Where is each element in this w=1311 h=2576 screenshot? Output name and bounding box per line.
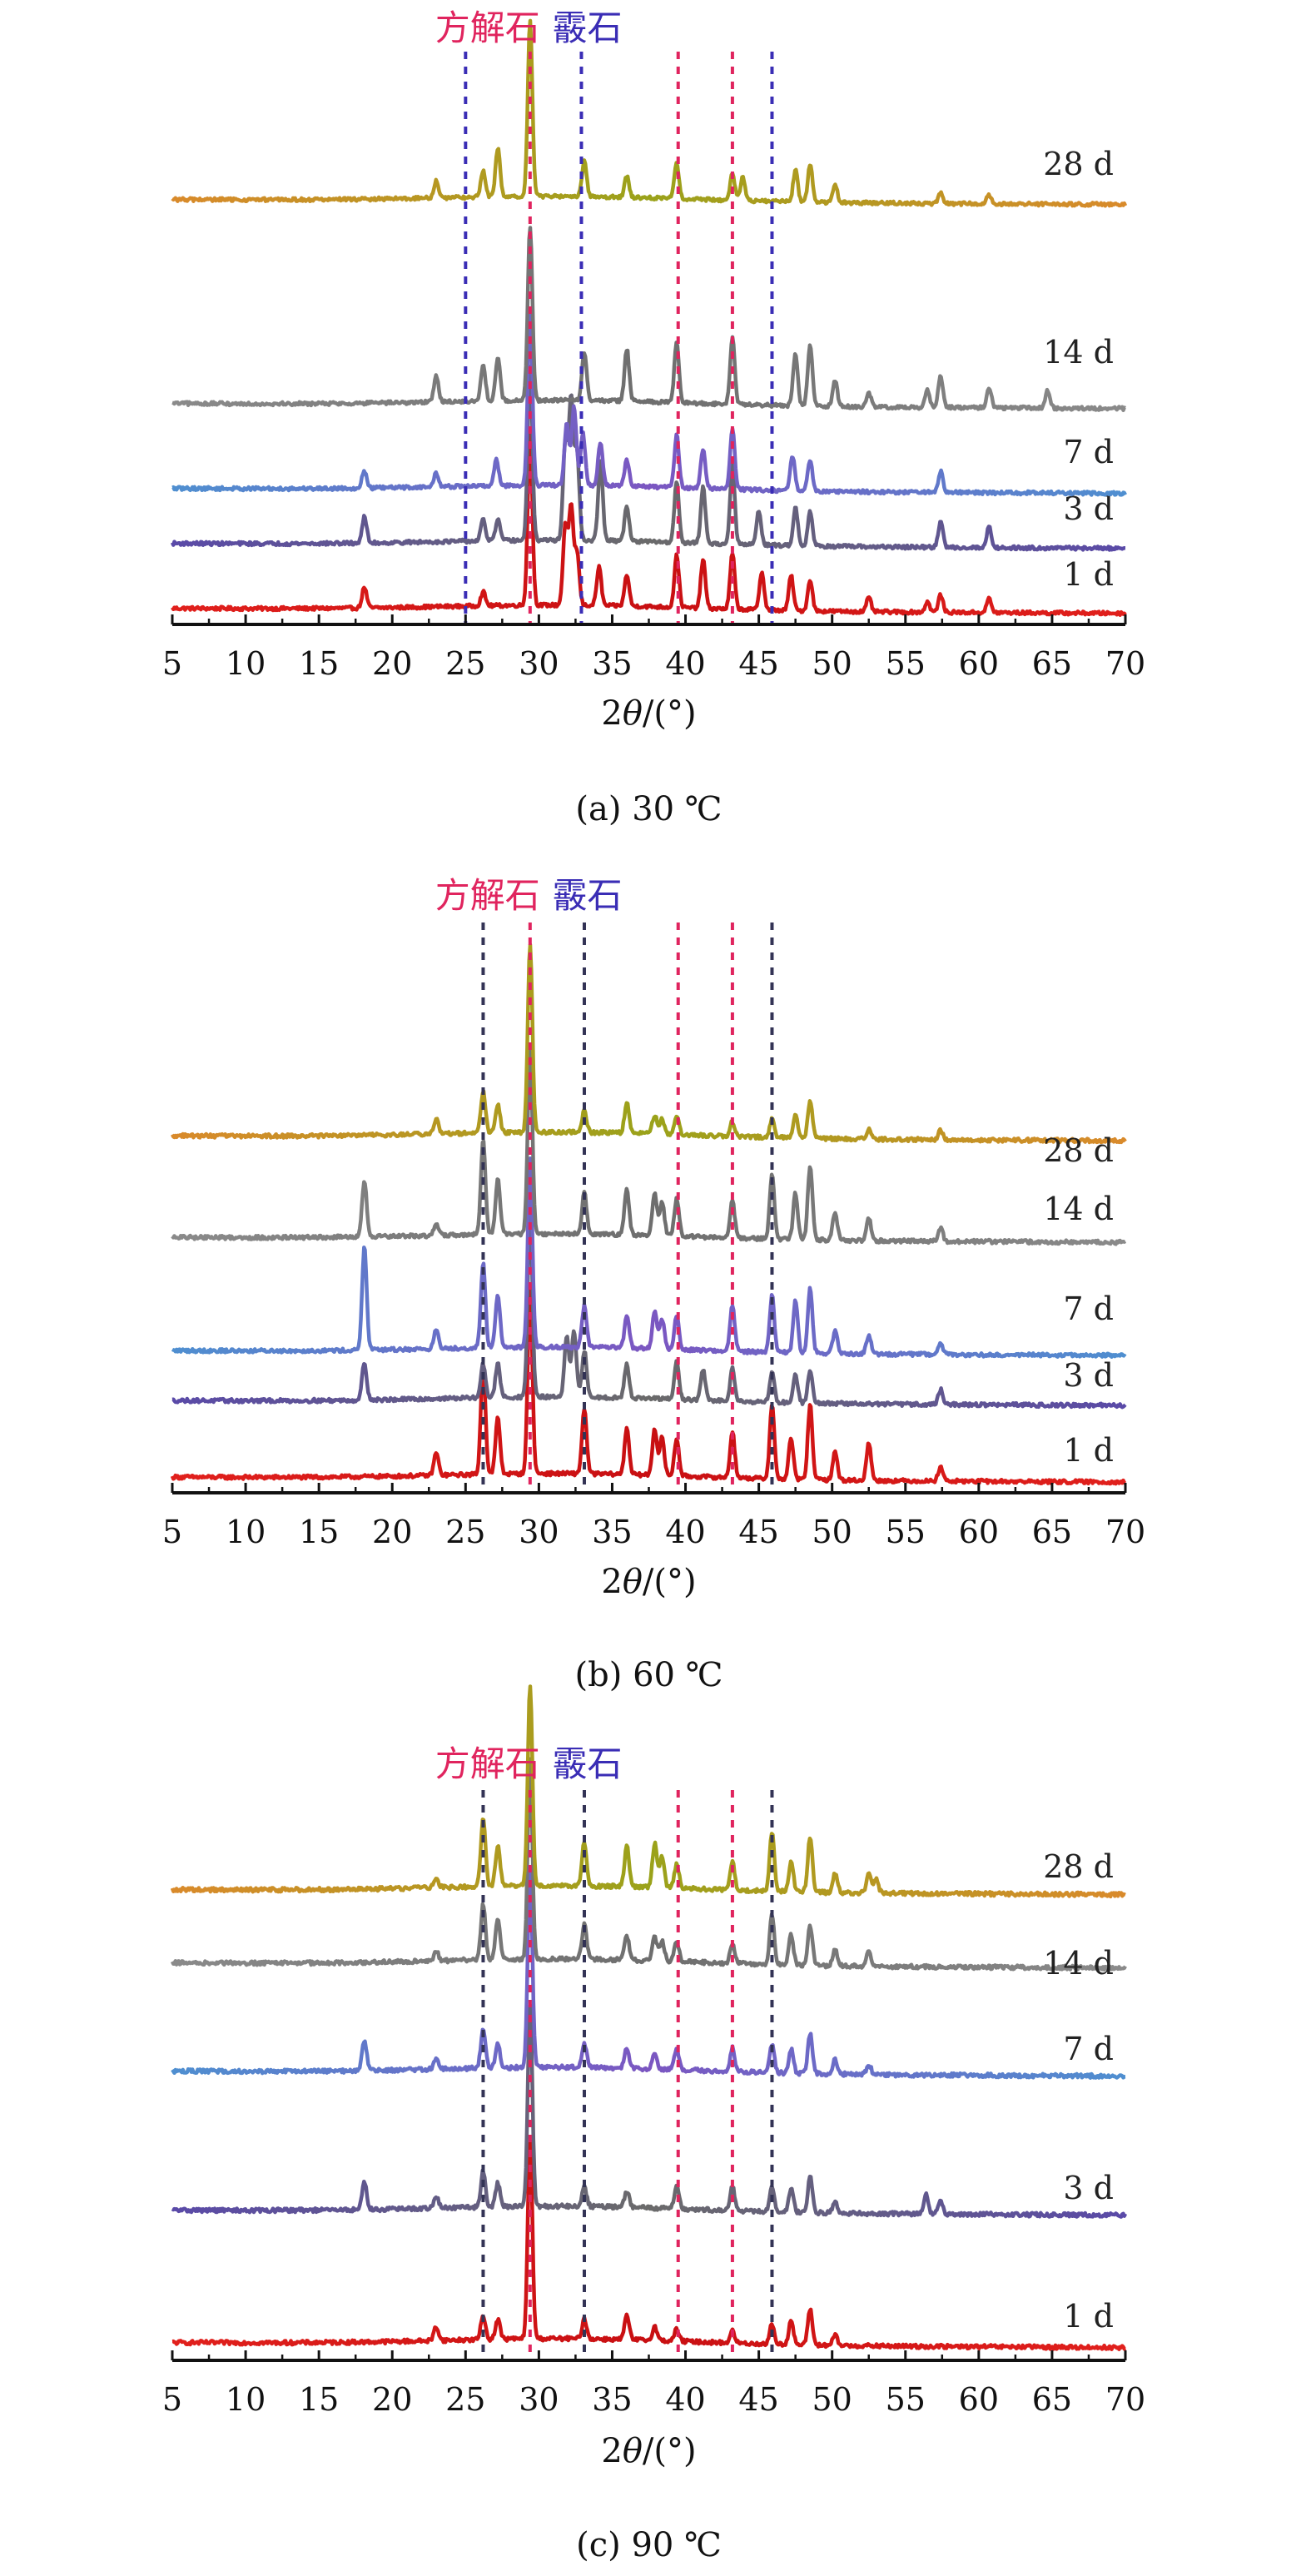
panel-2: 1 d 3 d 7 d 14 d 28 d 方解石 霰石 5 10 15 20 25 30 35 40 45 5… xyxy=(162,875,1145,1694)
x-tick-label: 45 xyxy=(738,2381,778,2418)
series-14d xyxy=(171,226,1126,412)
x-tick-label: 70 xyxy=(1105,2381,1145,2418)
x-tick-label: 5 xyxy=(162,1514,182,1550)
x-tick-label: 70 xyxy=(1105,645,1145,682)
x-tick-label: 10 xyxy=(226,645,266,682)
x-tick-label: 45 xyxy=(738,645,778,682)
x-tick-label: 40 xyxy=(665,2381,705,2418)
x-tick-label: 40 xyxy=(665,1514,705,1550)
series-label: 14 d xyxy=(1043,1945,1114,1982)
panel-caption: (a) 30 ℃ xyxy=(575,790,722,828)
x-tick-label: 20 xyxy=(372,645,412,682)
series-7d xyxy=(171,310,1127,497)
series-label: 28 d xyxy=(1043,1132,1114,1169)
x-tick-label: 30 xyxy=(519,645,559,682)
panel-caption: (b) 60 ℃ xyxy=(575,1656,723,1694)
legend-calcite: 方解石 xyxy=(435,875,540,916)
series-label: 3 d xyxy=(1063,1357,1114,1394)
x-tick-label: 10 xyxy=(226,1514,266,1550)
x-tick-label: 35 xyxy=(592,1514,632,1550)
series-label: 28 d xyxy=(1043,146,1114,182)
series-label: 1 d xyxy=(1063,2298,1114,2335)
x-tick-label: 30 xyxy=(519,2381,559,2418)
x-tick-label: 65 xyxy=(1032,1514,1072,1550)
series-7d xyxy=(171,1156,1127,1359)
x-tick-label: 55 xyxy=(886,2381,926,2418)
x-tick-label: 40 xyxy=(665,645,705,682)
x-tick-label: 35 xyxy=(592,2381,632,2418)
series-28d xyxy=(170,1684,1126,1899)
x-axis-title: 2θ/(°) xyxy=(601,2432,696,2470)
x-tick-label: 55 xyxy=(886,645,926,682)
x-tick-label: 50 xyxy=(812,2381,852,2418)
legend-calcite: 方解石 xyxy=(435,7,540,48)
x-tick-label: 65 xyxy=(1032,2381,1072,2418)
x-tick-label: 15 xyxy=(299,2381,339,2418)
x-tick-label: 45 xyxy=(738,1514,778,1550)
x-tick-label: 20 xyxy=(372,2381,412,2418)
series-label: 3 d xyxy=(1063,2170,1114,2206)
legend-aragonite: 霰石 xyxy=(553,7,623,48)
x-tick-label: 65 xyxy=(1032,645,1072,682)
series-3d xyxy=(170,364,1126,552)
x-tick-label: 15 xyxy=(299,645,339,682)
series-3d xyxy=(171,1209,1127,1410)
x-tick-label: 35 xyxy=(592,645,632,682)
series-1d xyxy=(171,429,1127,617)
x-axis-title: 2θ/(°) xyxy=(601,1563,696,1601)
legend-aragonite: 霰石 xyxy=(553,875,623,916)
x-tick-label: 60 xyxy=(959,2381,999,2418)
series-label: 7 d xyxy=(1063,434,1114,470)
series-14d xyxy=(170,1757,1127,1972)
series-7d xyxy=(171,1864,1126,2080)
x-tick-label: 70 xyxy=(1105,1514,1145,1550)
x-tick-label: 5 xyxy=(162,645,182,682)
x-axis-title: 2θ/(°) xyxy=(601,694,696,733)
x-tick-label: 10 xyxy=(226,2381,266,2418)
series-label: 14 d xyxy=(1043,1191,1114,1227)
panel-3: 1 d 3 d 7 d 14 d 28 d 方解石 霰石 5 10 15 20 25 30 35 40 45 5… xyxy=(162,1684,1145,2564)
series-label: 14 d xyxy=(1043,334,1114,370)
series-label: 28 d xyxy=(1043,1848,1114,1885)
x-tick-label: 20 xyxy=(372,1514,412,1550)
series-1d xyxy=(171,2139,1127,2351)
x-tick-label: 25 xyxy=(445,2381,485,2418)
x-tick-label: 50 xyxy=(812,645,852,682)
series-label: 7 d xyxy=(1063,1290,1114,1327)
legend-aragonite: 霰石 xyxy=(553,1743,623,1784)
x-tick-label: 50 xyxy=(812,1514,852,1550)
x-tick-label: 55 xyxy=(886,1514,926,1550)
x-tick-label: 25 xyxy=(445,1514,485,1550)
x-tick-label: 60 xyxy=(959,1514,999,1550)
x-tick-label: 60 xyxy=(959,645,999,682)
series-28d xyxy=(171,942,1127,1145)
series-label: 1 d xyxy=(1063,1432,1114,1469)
x-tick-label: 30 xyxy=(519,1514,559,1550)
x-tick-label: 15 xyxy=(299,1514,339,1550)
series-3d xyxy=(171,2003,1128,2219)
series-14d xyxy=(171,1043,1127,1246)
x-tick-label: 5 xyxy=(162,2381,182,2418)
x-tick-label: 25 xyxy=(445,645,485,682)
legend-calcite: 方解石 xyxy=(435,1743,540,1784)
series-label: 7 d xyxy=(1063,2031,1114,2067)
panel-caption: (c) 90 ℃ xyxy=(576,2526,722,2564)
series-28d xyxy=(171,18,1128,208)
series-label: 1 d xyxy=(1063,556,1114,593)
series-1d xyxy=(170,1286,1126,1486)
